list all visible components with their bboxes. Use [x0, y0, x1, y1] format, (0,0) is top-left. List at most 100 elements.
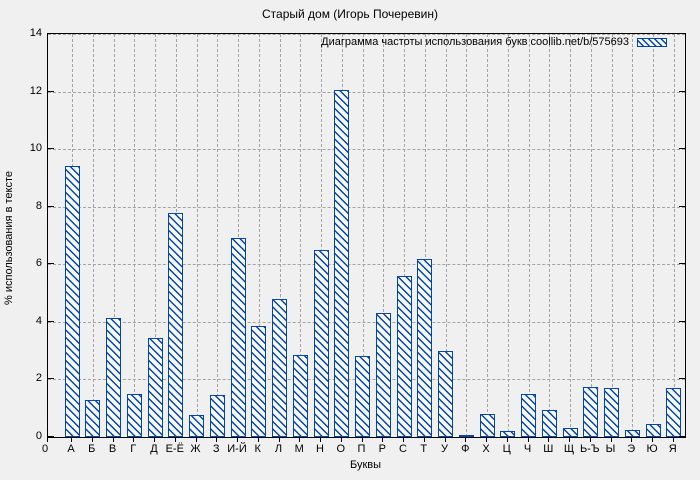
vertical-gridline	[611, 34, 613, 437]
horizontal-gridline	[48, 206, 685, 208]
y-tick-mark	[48, 33, 54, 34]
x-tick-label: Б	[88, 443, 96, 455]
x-tick-label: И-Й	[227, 443, 247, 455]
bar	[355, 356, 370, 437]
bar	[541, 409, 557, 437]
bar	[562, 428, 578, 437]
bar	[209, 395, 225, 437]
vertical-gridline	[570, 34, 571, 437]
x-tick-mark	[548, 438, 550, 442]
bar	[375, 313, 391, 437]
y-tick-mark	[679, 436, 685, 437]
x-tick-label: Т	[420, 443, 428, 455]
x-tick-mark	[216, 438, 218, 442]
bar	[147, 337, 163, 437]
bar	[64, 166, 80, 437]
x-tick-label: Э	[627, 443, 636, 455]
x-tick-label: Я	[668, 443, 677, 455]
y-tick-mark	[679, 320, 685, 322]
y-tick-label: 0	[35, 430, 42, 442]
horizontal-gridline	[48, 91, 685, 93]
bar	[126, 393, 142, 437]
vertical-gridline	[134, 34, 136, 437]
bar	[438, 350, 453, 437]
legend-hatch-swatch-icon	[637, 37, 667, 47]
x-tick-mark	[569, 438, 570, 442]
horizontal-gridline	[48, 149, 685, 151]
x-tick-label: Ч	[523, 443, 532, 455]
vertical-gridline	[362, 34, 364, 437]
bar	[251, 326, 267, 437]
legend: Диаграмма частоты использования букв coo…	[321, 36, 667, 48]
y-tick-mark	[679, 205, 685, 207]
x-tick-mark	[527, 438, 529, 442]
x-tick-label: Ш	[543, 443, 554, 455]
vertical-gridline	[92, 34, 94, 437]
bar	[396, 275, 412, 437]
x-tick-label: С	[399, 443, 407, 455]
vertical-gridline	[404, 34, 405, 437]
x-tick-mark	[506, 438, 508, 442]
bar	[583, 386, 599, 437]
x-tick-label: Ь-Ъ	[579, 443, 600, 455]
x-axis-label: Буквы	[349, 459, 382, 471]
x-tick-mark	[91, 438, 93, 442]
y-tick-label: 8	[35, 199, 42, 212]
x-tick-label: В	[108, 443, 117, 455]
bar	[624, 429, 640, 437]
x-tick-mark	[278, 438, 280, 442]
x-tick-mark	[133, 438, 135, 442]
x-tick-mark	[444, 438, 446, 442]
x-tick-label: Г	[130, 443, 137, 455]
bar	[645, 424, 661, 437]
y-tick-label: 12	[29, 84, 42, 97]
x-tick-label: У	[441, 443, 448, 455]
vertical-gridline	[238, 34, 239, 437]
vertical-gridline	[196, 34, 198, 437]
x-tick-label: Е-Ё	[165, 443, 184, 455]
y-tick-mark	[48, 263, 54, 265]
vertical-gridline	[300, 34, 302, 437]
y-tick-label: 10	[29, 142, 42, 155]
x-tick-label: Ю	[646, 443, 658, 455]
y-tick-mark	[679, 148, 685, 150]
vertical-gridline	[113, 34, 115, 437]
x-tick-label: Ы	[605, 443, 616, 455]
bar	[85, 399, 101, 437]
x-tick-label: Н	[316, 443, 324, 455]
y-tick-mark	[48, 205, 54, 207]
vertical-gridline	[424, 34, 426, 437]
horizontal-gridline	[48, 321, 685, 323]
x-tick-label: Щ	[563, 443, 575, 455]
x-tick-mark	[320, 438, 321, 442]
bar	[313, 249, 329, 437]
x-tick-mark	[174, 438, 176, 442]
bar	[334, 90, 350, 437]
vertical-gridline	[217, 34, 219, 437]
bar	[230, 238, 246, 437]
x-tick-mark	[299, 438, 301, 442]
vertical-gridline	[549, 34, 551, 437]
bar	[272, 298, 287, 437]
y-tick-label: 14	[29, 27, 42, 39]
bar	[521, 393, 536, 437]
x-tick-label: Л	[274, 443, 283, 455]
x-tick-label: Р	[378, 443, 386, 455]
x-tick-label: О	[336, 443, 346, 455]
vertical-gridline	[653, 34, 654, 437]
y-tick-mark	[679, 33, 685, 34]
vertical-gridline	[590, 34, 592, 437]
x-tick-mark	[486, 438, 487, 442]
x-tick-label: К	[254, 443, 261, 455]
x-tick-mark	[382, 438, 384, 442]
y-tick-label: 6	[35, 257, 42, 270]
bar	[292, 355, 308, 437]
vertical-gridline	[445, 34, 447, 437]
vertical-gridline	[279, 34, 281, 437]
x-tick-mark	[195, 438, 197, 442]
y-tick-mark	[679, 378, 685, 380]
y-axis-label: % использования в тексте	[3, 171, 15, 305]
x-tick-mark	[631, 438, 633, 442]
x-tick-mark	[112, 438, 114, 442]
